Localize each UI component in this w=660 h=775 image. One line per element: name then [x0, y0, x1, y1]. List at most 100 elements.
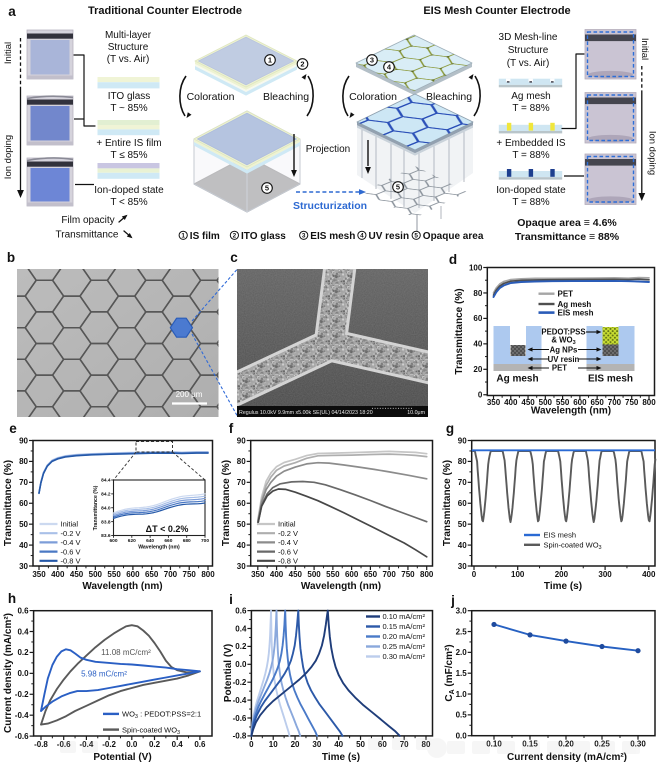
svg-text:g: g — [446, 421, 454, 436]
svg-text:-0.4 V: -0.4 V — [61, 538, 81, 547]
svg-text:& WO3: & WO3 — [551, 336, 575, 347]
svg-text:5.98 mC/cm²: 5.98 mC/cm² — [81, 670, 127, 679]
svg-text:b: b — [7, 250, 15, 265]
svg-text:Time (s): Time (s) — [544, 581, 582, 592]
svg-text:Transmittance (%): Transmittance (%) — [3, 460, 14, 546]
svg-text:Potential (V): Potential (V) — [223, 644, 234, 702]
svg-text:d: d — [449, 252, 457, 267]
svg-text:-0.4: -0.4 — [233, 696, 247, 705]
svg-text:620: 620 — [128, 538, 136, 544]
svg-text:640: 640 — [146, 538, 154, 544]
svg-text:680: 680 — [183, 538, 191, 544]
svg-text:10.0μm: 10.0μm — [407, 410, 425, 416]
svg-text:Coloration: Coloration — [349, 91, 397, 103]
svg-text:Current density (mA/cm²): Current density (mA/cm²) — [3, 613, 14, 733]
svg-text:Transmittance (%): Transmittance (%) — [442, 460, 453, 546]
svg-text:Time (s): Time (s) — [322, 752, 360, 763]
svg-text:j: j — [450, 593, 455, 608]
svg-text:80: 80 — [422, 740, 431, 749]
svg-text:0.2: 0.2 — [17, 648, 29, 657]
svg-text:Initial: Initial — [3, 42, 14, 64]
svg-text:550: 550 — [556, 398, 570, 407]
svg-text:0.6: 0.6 — [194, 740, 206, 749]
svg-text:60: 60 — [19, 499, 28, 508]
svg-text:500: 500 — [307, 570, 321, 579]
svg-text:600: 600 — [126, 570, 140, 579]
svg-text:Transmittance (%): Transmittance (%) — [454, 288, 465, 374]
svg-text:3: 3 — [370, 56, 374, 65]
svg-text:350: 350 — [32, 570, 46, 579]
svg-text:600: 600 — [573, 398, 587, 407]
svg-text:WO3 : PEDOT:PSS=2:1: WO3 : PEDOT:PSS=2:1 — [122, 710, 201, 721]
svg-text:4: 4 — [387, 63, 392, 72]
svg-text:450: 450 — [70, 570, 84, 579]
svg-text:-0.6 V: -0.6 V — [278, 547, 298, 556]
svg-text:Current density (mA/cm²): Current density (mA/cm²) — [507, 752, 627, 763]
svg-text:800: 800 — [420, 570, 434, 579]
svg-text:IS film: IS film — [190, 231, 220, 242]
svg-text:400: 400 — [51, 570, 65, 579]
svg-text:30: 30 — [19, 562, 28, 571]
svg-text:a: a — [8, 4, 16, 19]
svg-text:1: 1 — [268, 56, 272, 65]
svg-text:(T vs. Air): (T vs. Air) — [507, 58, 550, 69]
svg-text:-0.2 V: -0.2 V — [61, 529, 81, 538]
svg-text:40: 40 — [334, 740, 343, 749]
svg-text:Wavelength (nm): Wavelength (nm) — [531, 406, 611, 417]
svg-text:90: 90 — [237, 436, 246, 445]
svg-text:10: 10 — [269, 740, 278, 749]
svg-text:Bleaching: Bleaching — [426, 91, 472, 103]
svg-text:200 μm: 200 μm — [176, 390, 203, 399]
svg-text:60: 60 — [458, 499, 467, 508]
svg-text:EIS mesh: EIS mesh — [544, 531, 577, 540]
svg-text:0.10 mA/cm²: 0.10 mA/cm² — [383, 612, 426, 621]
svg-text:-0.2: -0.2 — [233, 678, 247, 687]
svg-text:ITO glass: ITO glass — [241, 231, 286, 242]
svg-text:PET: PET — [552, 364, 567, 373]
svg-text:EIS mesh: EIS mesh — [588, 374, 633, 385]
svg-text:0.0: 0.0 — [126, 740, 138, 749]
svg-text:300: 300 — [598, 570, 612, 579]
svg-text:1.0: 1.0 — [456, 690, 468, 699]
svg-text:600: 600 — [109, 538, 117, 544]
svg-text:700: 700 — [164, 570, 178, 579]
svg-text:350: 350 — [487, 398, 501, 407]
svg-text:0.30 mA/cm²: 0.30 mA/cm² — [383, 652, 426, 661]
svg-text:PET: PET — [558, 290, 574, 299]
svg-text:Projection: Projection — [306, 144, 350, 155]
svg-text:650: 650 — [145, 570, 159, 579]
svg-text:83.8: 83.8 — [101, 519, 111, 525]
svg-text:-0.6 V: -0.6 V — [61, 547, 81, 556]
svg-text:0.25 mA/cm²: 0.25 mA/cm² — [383, 642, 426, 651]
svg-text:3D Mesh-line: 3D Mesh-line — [499, 32, 558, 43]
svg-text:0.0: 0.0 — [456, 732, 468, 741]
svg-text:20: 20 — [291, 740, 300, 749]
svg-text:83.6: 83.6 — [101, 533, 111, 539]
svg-text:0.15: 0.15 — [522, 740, 538, 749]
svg-text:3.0: 3.0 — [456, 606, 468, 615]
svg-text:700: 700 — [608, 398, 622, 407]
svg-text:ΔT < 0.2%: ΔT < 0.2% — [146, 524, 189, 534]
svg-text:CA (mF/cm²): CA (mF/cm²) — [444, 644, 456, 701]
svg-text:PEDOT:PSS: PEDOT:PSS — [541, 328, 585, 337]
svg-text:Ag mesh: Ag mesh — [558, 300, 592, 309]
svg-text:550: 550 — [326, 570, 340, 579]
svg-text:Structure: Structure — [508, 45, 549, 56]
svg-text:Regulus 10.0kV 9.9mm x5.00k SE: Regulus 10.0kV 9.9mm x5.00k SE(UL) 04/14… — [239, 410, 373, 416]
svg-text:400: 400 — [642, 570, 656, 579]
svg-text:84.0: 84.0 — [101, 505, 111, 511]
svg-text:550: 550 — [107, 570, 121, 579]
svg-text:Ag NPs: Ag NPs — [550, 345, 578, 354]
svg-text:80: 80 — [458, 457, 467, 466]
svg-text:Opaque area: Opaque area — [423, 231, 484, 242]
svg-text:-0.2: -0.2 — [102, 740, 116, 749]
svg-text:0.4: 0.4 — [172, 740, 184, 749]
svg-text:40: 40 — [473, 340, 482, 349]
svg-text:5: 5 — [265, 184, 269, 193]
svg-text:(T vs. Air): (T vs. Air) — [107, 54, 150, 65]
svg-text:Multi-layer: Multi-layer — [105, 30, 152, 41]
svg-text:0.2: 0.2 — [149, 740, 161, 749]
svg-text:80: 80 — [19, 457, 28, 466]
svg-text:-0.8 V: -0.8 V — [278, 557, 298, 566]
svg-text:-0.4: -0.4 — [15, 711, 29, 720]
